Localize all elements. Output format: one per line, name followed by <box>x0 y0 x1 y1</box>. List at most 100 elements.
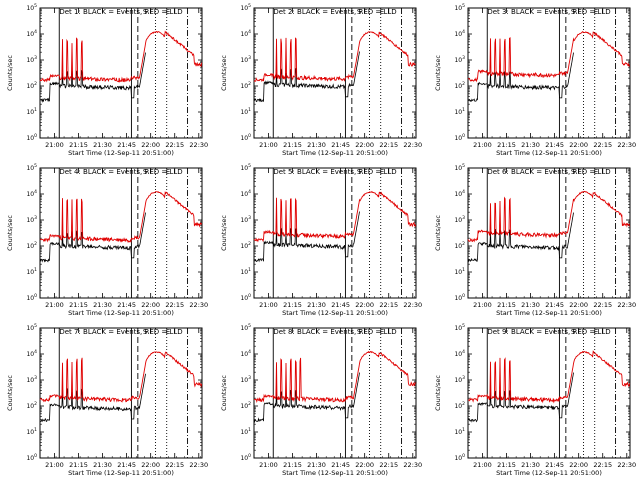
y-tick-label: 103 <box>26 215 37 224</box>
y-tick-label: 102 <box>26 241 37 250</box>
marker-e: E <box>594 168 598 176</box>
marker-e: E <box>166 168 170 176</box>
x-tick-label: 21:30 <box>307 141 326 149</box>
y-tick-label: 105 <box>26 163 37 172</box>
y-tick-label: 103 <box>454 375 465 384</box>
x-tick-label: 21:00 <box>473 461 492 469</box>
x-tick-label: 21:30 <box>93 301 112 309</box>
x-tick-label: 22:30 <box>403 461 422 469</box>
plot-frame <box>467 167 631 299</box>
panel-title: Det 4: BLACK = Events, RED = LLD <box>59 168 182 176</box>
x-tick-label: 21:00 <box>259 301 278 309</box>
x-tick-label: 21:45 <box>545 461 564 469</box>
x-tick-label: 22:30 <box>189 301 208 309</box>
x-tick-label: 21:45 <box>117 461 136 469</box>
marker-s: S <box>357 168 362 176</box>
x-tick-label: 21:45 <box>117 301 136 309</box>
x-tick-label: 21:00 <box>45 461 64 469</box>
chart-panel-7: 100 101 102 103 104 105 21:00 21:15 21:30 21:45 22… <box>6 323 208 477</box>
y-axis-label: Counts/sec <box>6 55 14 91</box>
y-tick-label: 105 <box>240 163 251 172</box>
x-tick-label: 22:00 <box>141 301 160 309</box>
x-tick-label: 21:45 <box>331 301 350 309</box>
panel-title: Det 1: BLACK = Events, RED = LLD <box>59 8 182 16</box>
y-tick-label: 102 <box>240 401 251 410</box>
y-tick-label: 101 <box>240 107 251 116</box>
x-tick-label: 21:45 <box>331 461 350 469</box>
x-tick-label: 21:45 <box>117 141 136 149</box>
x-tick-label: 21:30 <box>521 301 540 309</box>
x-tick-label: 21:15 <box>497 461 516 469</box>
panel-title: Det 6: BLACK = Events, RED = LLD <box>487 168 610 176</box>
x-tick-label: 22:15 <box>379 301 398 309</box>
x-tick-label: 22:00 <box>569 461 588 469</box>
x-tick-label: 22:30 <box>189 141 208 149</box>
y-tick-label: 105 <box>454 323 465 332</box>
panel-title: Det 7: BLACK = Events, RED = LLD <box>59 328 182 336</box>
series-black-events <box>253 211 360 263</box>
x-tick-label: 22:15 <box>593 461 612 469</box>
y-tick-label: 103 <box>454 55 465 64</box>
x-tick-label: 21:45 <box>545 141 564 149</box>
x-tick-label: 22:00 <box>141 461 160 469</box>
marker-s: S <box>143 328 148 336</box>
panel-title: Det 5: BLACK = Events, RED = LLD <box>273 168 396 176</box>
series-red-lld <box>468 31 631 83</box>
x-tick-label: 21:30 <box>307 461 326 469</box>
y-tick-label: 100 <box>26 453 37 462</box>
x-tick-label: 21:15 <box>69 301 88 309</box>
y-tick-label: 103 <box>26 375 37 384</box>
y-tick-label: 102 <box>240 241 251 250</box>
x-tick-label: 22:15 <box>165 301 184 309</box>
series-red-lld <box>467 190 631 243</box>
x-axis-label: Start Time (12-Sep-11 20:51:00) <box>282 309 388 317</box>
y-tick-label: 104 <box>454 349 465 358</box>
x-tick-label: 22:00 <box>569 141 588 149</box>
y-tick-label: 104 <box>454 29 465 38</box>
y-tick-label: 105 <box>26 3 37 12</box>
plot-frame <box>39 167 203 299</box>
series-black-events <box>39 373 146 423</box>
y-axis-label: Counts/sec <box>434 375 442 411</box>
x-axis-label: Start Time (12-Sep-11 20:51:00) <box>282 149 388 157</box>
y-tick-label: 104 <box>26 189 37 198</box>
x-tick-label: 21:00 <box>473 301 492 309</box>
plot-frame <box>467 7 631 139</box>
series-red-lld <box>253 31 416 82</box>
chart-panel-4: 100 101 102 103 104 105 21:00 21:15 21:30 21:45 22… <box>6 163 208 317</box>
x-tick-label: 21:30 <box>521 141 540 149</box>
y-tick-label: 100 <box>454 133 465 142</box>
y-axis-label: Counts/sec <box>434 215 442 251</box>
series-black-events <box>40 52 146 103</box>
chart-panel-9: 100 101 102 103 104 105 21:00 21:15 21:30 21:45 22… <box>434 323 636 477</box>
y-axis-label: Counts/sec <box>434 55 442 91</box>
marker-s: S <box>357 8 362 16</box>
y-tick-label: 101 <box>26 427 37 436</box>
chart-panel-2: 100 101 102 103 104 105 21:00 21:15 21:30 21:45 22… <box>220 3 422 157</box>
plot-frame <box>39 327 203 459</box>
x-tick-label: 21:15 <box>69 461 88 469</box>
y-tick-label: 100 <box>26 293 37 302</box>
y-axis-label: Counts/sec <box>220 55 228 91</box>
x-axis-label: Start Time (12-Sep-11 20:51:00) <box>496 309 602 317</box>
y-tick-label: 104 <box>26 349 37 358</box>
marker-e: E <box>380 328 384 336</box>
marker-s: S <box>357 328 362 336</box>
y-tick-label: 104 <box>240 189 251 198</box>
plot-frame <box>253 167 417 299</box>
y-tick-label: 100 <box>454 293 465 302</box>
marker-s: S <box>571 168 576 176</box>
y-tick-label: 103 <box>240 55 251 64</box>
y-tick-label: 101 <box>454 267 465 276</box>
y-tick-label: 103 <box>454 215 465 224</box>
series-black-events <box>253 51 360 103</box>
y-tick-label: 103 <box>240 215 251 224</box>
chart-panel-8: 100 101 102 103 104 105 21:00 21:15 21:30 21:45 22… <box>220 323 422 477</box>
y-tick-label: 104 <box>26 29 37 38</box>
chart-panel-5: 100 101 102 103 104 105 21:00 21:15 21:30 21:45 22… <box>220 163 422 317</box>
x-axis-label: Start Time (12-Sep-11 20:51:00) <box>68 469 174 477</box>
x-tick-label: 22:30 <box>617 141 636 149</box>
x-tick-label: 21:45 <box>331 141 350 149</box>
marker-e: E <box>380 8 384 16</box>
panel-title: Det 2: BLACK = Events, RED = LLD <box>273 8 396 16</box>
